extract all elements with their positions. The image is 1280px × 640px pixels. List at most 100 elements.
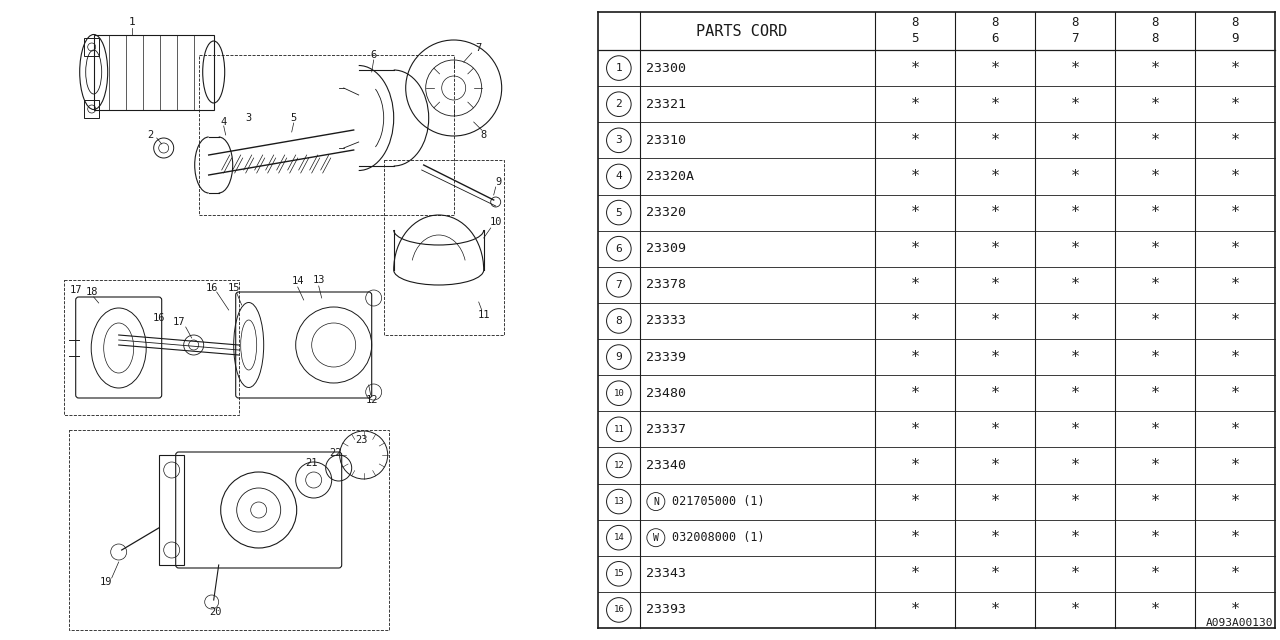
Text: 8: 8 [911,17,919,29]
Text: *: * [1230,97,1239,112]
Text: *: * [1151,530,1160,545]
Text: *: * [1070,530,1079,545]
Text: 1: 1 [616,63,622,73]
Text: *: * [991,277,1000,292]
Text: *: * [1151,97,1160,112]
Text: 6: 6 [991,33,998,45]
Text: *: * [910,386,919,401]
Text: N: N [653,497,659,507]
Text: 15: 15 [228,283,239,293]
Text: 14: 14 [292,276,303,286]
Text: 7: 7 [476,43,481,53]
Text: *: * [1230,458,1239,473]
Text: 10: 10 [489,217,502,227]
Text: 20: 20 [210,607,221,617]
Text: *: * [991,602,1000,618]
Text: 13: 13 [613,497,625,506]
Text: 23340: 23340 [646,459,686,472]
Text: 9: 9 [495,177,502,187]
Text: *: * [1230,530,1239,545]
Text: *: * [991,458,1000,473]
Text: 23300: 23300 [646,61,686,75]
Text: *: * [1070,494,1079,509]
Text: 8: 8 [1231,17,1239,29]
Text: 9: 9 [1231,33,1239,45]
Text: 8: 8 [1151,17,1158,29]
Text: *: * [1070,386,1079,401]
Text: 19: 19 [100,577,111,587]
Text: *: * [1151,277,1160,292]
Text: 23309: 23309 [646,242,686,255]
Text: 17: 17 [173,317,184,327]
Text: *: * [910,205,919,220]
Text: 2: 2 [616,99,622,109]
Text: 23: 23 [356,435,367,445]
Text: *: * [1070,458,1079,473]
Text: *: * [910,349,919,365]
Text: 3: 3 [246,113,252,123]
Text: *: * [1151,458,1160,473]
Text: 23333: 23333 [646,314,686,328]
Text: 16: 16 [613,605,625,614]
Text: *: * [1230,61,1239,76]
Text: *: * [910,566,919,581]
Text: *: * [1151,349,1160,365]
Text: *: * [991,494,1000,509]
Text: 23343: 23343 [646,567,686,580]
Text: 1: 1 [128,17,136,27]
Text: 21: 21 [306,458,317,468]
Text: *: * [991,61,1000,76]
Text: 8: 8 [480,130,486,140]
Text: *: * [910,61,919,76]
Text: *: * [1230,386,1239,401]
Text: 23320A: 23320A [646,170,694,183]
Text: 17: 17 [69,285,82,295]
Text: 3: 3 [616,135,622,145]
Text: 6: 6 [371,50,376,60]
Text: *: * [1230,277,1239,292]
Text: *: * [1230,169,1239,184]
Text: *: * [1230,133,1239,148]
Text: PARTS CORD: PARTS CORD [696,24,787,38]
Text: *: * [991,205,1000,220]
Text: 4: 4 [616,172,622,181]
Text: *: * [1230,602,1239,618]
Text: *: * [1230,422,1239,437]
Text: *: * [1070,422,1079,437]
Text: 6: 6 [616,244,622,253]
Text: 8: 8 [1071,17,1079,29]
Text: *: * [991,422,1000,437]
Text: 23321: 23321 [646,98,686,111]
Text: 12: 12 [613,461,625,470]
Text: 2: 2 [147,130,154,140]
Text: 23337: 23337 [646,423,686,436]
Text: *: * [910,97,919,112]
Text: 15: 15 [613,570,625,579]
Text: *: * [910,133,919,148]
Text: *: * [910,458,919,473]
Text: 12: 12 [366,395,378,405]
Text: *: * [1151,602,1160,618]
Text: *: * [910,602,919,618]
Text: *: * [1070,133,1079,148]
Text: 23393: 23393 [646,604,686,616]
Text: 7: 7 [1071,33,1079,45]
Text: *: * [991,530,1000,545]
Text: A093A00130: A093A00130 [1206,618,1274,628]
Text: 22: 22 [329,448,342,458]
Text: 4: 4 [220,117,227,127]
Text: *: * [1230,494,1239,509]
Text: *: * [1070,277,1079,292]
Text: 18: 18 [86,287,99,297]
Text: *: * [991,314,1000,328]
Text: *: * [991,169,1000,184]
Text: 8: 8 [1151,33,1158,45]
Text: *: * [910,494,919,509]
Text: *: * [1151,61,1160,76]
Text: *: * [1230,241,1239,256]
Text: *: * [1151,169,1160,184]
Text: 5: 5 [291,113,297,123]
Text: *: * [991,566,1000,581]
Text: 14: 14 [613,533,625,542]
Text: *: * [1151,422,1160,437]
